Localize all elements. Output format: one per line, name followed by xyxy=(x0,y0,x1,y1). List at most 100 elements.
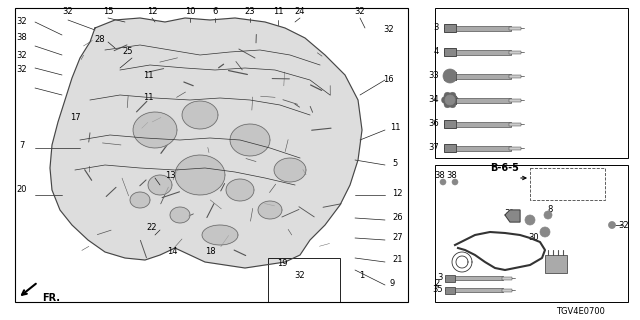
Bar xyxy=(455,276,503,280)
Bar xyxy=(456,146,511,150)
Circle shape xyxy=(443,69,457,83)
Polygon shape xyxy=(148,175,172,195)
Text: 7: 7 xyxy=(19,140,25,149)
Bar xyxy=(502,276,512,279)
Text: 38: 38 xyxy=(447,171,458,180)
Text: 14: 14 xyxy=(167,247,177,257)
Text: 32: 32 xyxy=(63,7,74,17)
Text: 32: 32 xyxy=(17,18,28,27)
Text: 10: 10 xyxy=(185,7,195,17)
Text: 32: 32 xyxy=(619,220,629,229)
Text: 1: 1 xyxy=(360,270,365,279)
Text: 32: 32 xyxy=(17,66,28,75)
Bar xyxy=(444,48,456,56)
Text: 38: 38 xyxy=(435,171,445,180)
Polygon shape xyxy=(226,179,254,201)
Text: 4: 4 xyxy=(434,47,439,57)
Text: 8: 8 xyxy=(547,205,553,214)
Bar xyxy=(445,275,455,282)
Bar xyxy=(509,27,521,29)
Bar xyxy=(456,98,511,102)
Bar xyxy=(455,288,503,292)
Text: 22: 22 xyxy=(147,223,157,233)
Text: 3: 3 xyxy=(438,274,443,283)
Text: 21: 21 xyxy=(392,255,403,265)
Text: 31: 31 xyxy=(505,209,515,218)
Bar xyxy=(444,24,456,32)
Text: 19: 19 xyxy=(276,260,287,268)
Text: 36: 36 xyxy=(428,119,439,129)
Text: B-6-5: B-6-5 xyxy=(490,163,519,173)
Polygon shape xyxy=(202,225,238,245)
Polygon shape xyxy=(133,112,177,148)
Text: 32: 32 xyxy=(17,51,28,60)
Bar xyxy=(509,99,521,101)
Bar xyxy=(456,50,511,54)
Polygon shape xyxy=(50,18,362,268)
Text: 11: 11 xyxy=(143,70,153,79)
Circle shape xyxy=(609,221,616,228)
Text: 32: 32 xyxy=(383,26,394,35)
Bar xyxy=(509,147,521,149)
Circle shape xyxy=(452,179,458,185)
Bar xyxy=(268,258,340,302)
Circle shape xyxy=(445,95,455,105)
Bar xyxy=(456,74,511,78)
Polygon shape xyxy=(175,155,225,195)
Circle shape xyxy=(444,92,451,99)
Text: 38: 38 xyxy=(17,34,28,43)
Bar xyxy=(509,75,521,77)
Text: 32: 32 xyxy=(355,7,365,17)
Text: 16: 16 xyxy=(383,76,394,84)
Text: 33: 33 xyxy=(428,71,439,81)
Text: 2: 2 xyxy=(435,279,440,289)
Circle shape xyxy=(544,211,552,219)
Circle shape xyxy=(540,227,550,237)
Text: 30: 30 xyxy=(529,234,540,243)
Bar xyxy=(435,165,628,302)
Text: 28: 28 xyxy=(95,36,106,44)
Bar xyxy=(456,122,511,126)
Text: 13: 13 xyxy=(164,171,175,180)
Text: 29: 29 xyxy=(555,266,565,275)
Bar xyxy=(502,289,512,292)
Text: 3: 3 xyxy=(434,23,439,33)
Text: FR.: FR. xyxy=(42,293,60,303)
Text: 17: 17 xyxy=(70,114,80,123)
Bar xyxy=(509,123,521,125)
Bar xyxy=(545,255,567,273)
Text: 26: 26 xyxy=(392,213,403,222)
Polygon shape xyxy=(258,201,282,219)
Text: 9: 9 xyxy=(390,278,396,287)
Bar xyxy=(445,286,455,293)
Text: 11: 11 xyxy=(273,7,284,17)
Text: 24: 24 xyxy=(295,7,305,17)
Text: 18: 18 xyxy=(205,247,215,257)
Circle shape xyxy=(449,101,456,108)
Bar xyxy=(530,168,605,200)
Circle shape xyxy=(442,97,449,103)
Polygon shape xyxy=(505,210,520,222)
Polygon shape xyxy=(170,207,190,223)
Text: 15: 15 xyxy=(103,7,113,17)
Circle shape xyxy=(525,215,535,225)
Polygon shape xyxy=(274,158,306,182)
Bar xyxy=(444,72,456,80)
Text: 23: 23 xyxy=(244,7,255,17)
Text: 12: 12 xyxy=(147,7,157,17)
Circle shape xyxy=(451,97,458,103)
Bar xyxy=(509,51,521,53)
Circle shape xyxy=(444,101,451,108)
Bar xyxy=(435,8,628,158)
Text: 37: 37 xyxy=(428,143,439,153)
Text: 20: 20 xyxy=(17,186,28,195)
Text: 35: 35 xyxy=(433,285,443,294)
Text: 25: 25 xyxy=(123,47,133,57)
Text: 11: 11 xyxy=(143,92,153,101)
Text: 27: 27 xyxy=(392,234,403,243)
Polygon shape xyxy=(230,124,270,156)
Polygon shape xyxy=(182,101,218,129)
Text: 12: 12 xyxy=(392,188,403,197)
Text: 5: 5 xyxy=(392,158,397,167)
Circle shape xyxy=(440,179,446,185)
